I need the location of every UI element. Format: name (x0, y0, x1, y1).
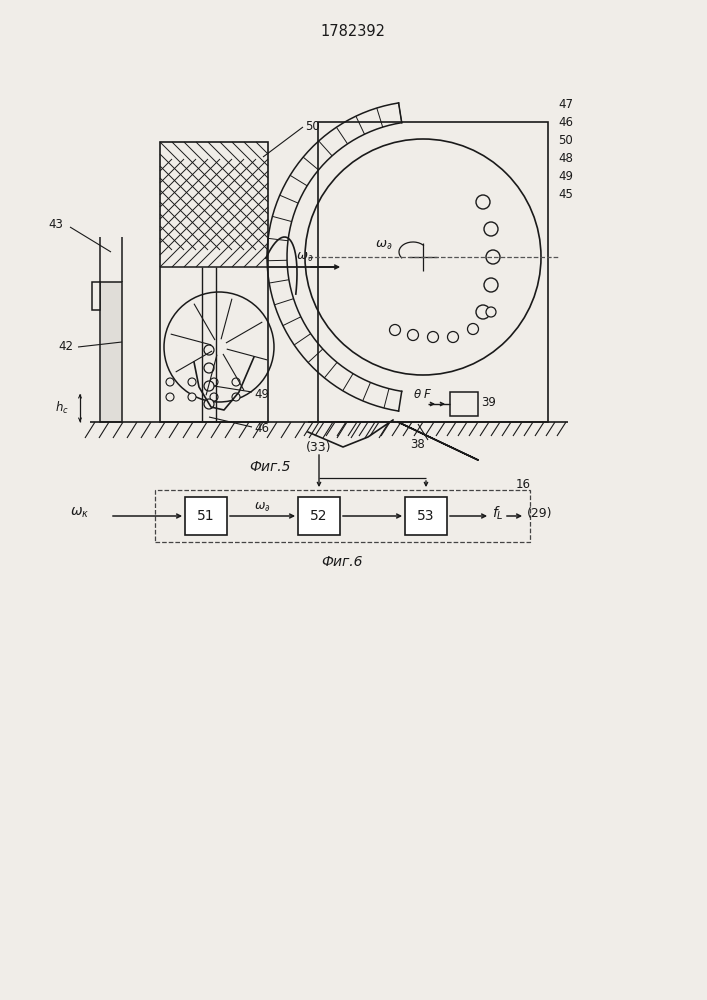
Text: $\theta$ F: $\theta$ F (413, 387, 433, 400)
Text: 46: 46 (254, 422, 269, 434)
Circle shape (428, 332, 438, 342)
Text: 53: 53 (417, 509, 435, 523)
Text: 50: 50 (558, 133, 573, 146)
Circle shape (476, 305, 490, 319)
Circle shape (204, 381, 214, 391)
Text: 1782392: 1782392 (320, 24, 385, 39)
Text: $f_\mathit{L}$: $f_\mathit{L}$ (492, 504, 503, 522)
Text: 42: 42 (58, 340, 73, 354)
Text: 50: 50 (305, 119, 320, 132)
Bar (100, 282, 122, 422)
Text: (29): (29) (527, 508, 552, 520)
Text: $\omega_\partial$: $\omega_\partial$ (296, 250, 313, 264)
Text: (33): (33) (306, 440, 332, 454)
Text: 46: 46 (558, 115, 573, 128)
Bar (160, 142, 268, 422)
Circle shape (166, 378, 174, 386)
Text: 38: 38 (411, 438, 426, 450)
Circle shape (232, 393, 240, 401)
Text: 48: 48 (558, 151, 573, 164)
Text: 39: 39 (481, 395, 496, 408)
Circle shape (188, 393, 196, 401)
Text: 49: 49 (254, 387, 269, 400)
Text: $\omega_\partial$: $\omega_\partial$ (254, 500, 270, 514)
Bar (185, 497, 227, 535)
Text: 51: 51 (197, 509, 215, 523)
Circle shape (484, 278, 498, 292)
Circle shape (210, 378, 218, 386)
Text: $\omega_\partial$: $\omega_\partial$ (375, 238, 392, 252)
Text: Фиг.6: Фиг.6 (321, 555, 363, 569)
Text: 45: 45 (558, 188, 573, 200)
Text: 47: 47 (558, 98, 573, 110)
Text: 52: 52 (310, 509, 328, 523)
Circle shape (448, 332, 459, 342)
Circle shape (486, 307, 496, 317)
Circle shape (407, 330, 419, 340)
Circle shape (210, 393, 218, 401)
Circle shape (204, 363, 214, 373)
Bar (318, 122, 548, 422)
Circle shape (204, 399, 214, 409)
Bar (450, 392, 478, 416)
Circle shape (232, 378, 240, 386)
Text: Фиг.5: Фиг.5 (250, 460, 291, 474)
Text: $h_c$: $h_c$ (55, 400, 69, 416)
Circle shape (484, 222, 498, 236)
Circle shape (166, 393, 174, 401)
Bar (92, 282, 100, 310)
Text: 43: 43 (48, 218, 63, 231)
Text: 49: 49 (558, 169, 573, 182)
Circle shape (390, 324, 400, 336)
Text: $\omega_\kappa$: $\omega_\kappa$ (70, 506, 90, 520)
Text: 16: 16 (516, 478, 531, 490)
Circle shape (204, 345, 214, 355)
Bar (155, 490, 530, 542)
Circle shape (476, 195, 490, 209)
Circle shape (467, 324, 479, 334)
Bar (298, 497, 340, 535)
Circle shape (188, 378, 196, 386)
Circle shape (486, 250, 500, 264)
Bar (405, 497, 447, 535)
